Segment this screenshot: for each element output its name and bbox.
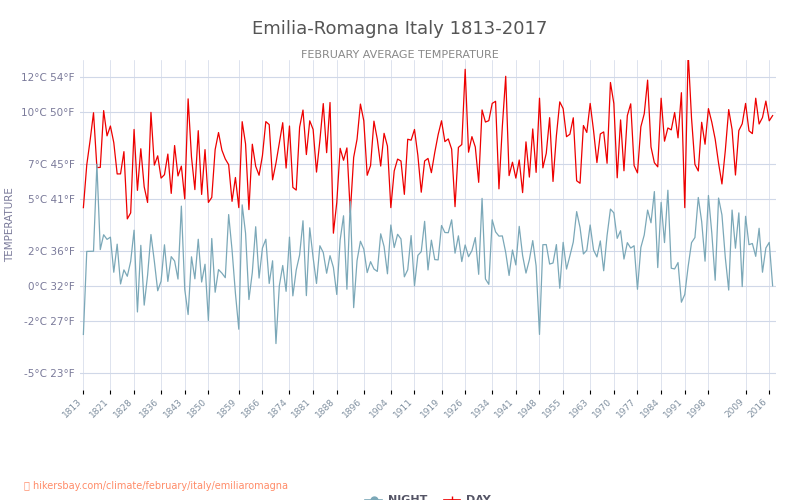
Legend: NIGHT, DAY: NIGHT, DAY bbox=[361, 491, 495, 500]
Text: FEBRUARY AVERAGE TEMPERATURE: FEBRUARY AVERAGE TEMPERATURE bbox=[301, 50, 499, 60]
Y-axis label: TEMPERATURE: TEMPERATURE bbox=[6, 188, 15, 262]
Text: 📍 hikersbay.com/climate/february/italy/emiliaromagna: 📍 hikersbay.com/climate/february/italy/e… bbox=[24, 481, 288, 491]
Text: Emilia-Romagna Italy 1813-2017: Emilia-Romagna Italy 1813-2017 bbox=[252, 20, 548, 38]
